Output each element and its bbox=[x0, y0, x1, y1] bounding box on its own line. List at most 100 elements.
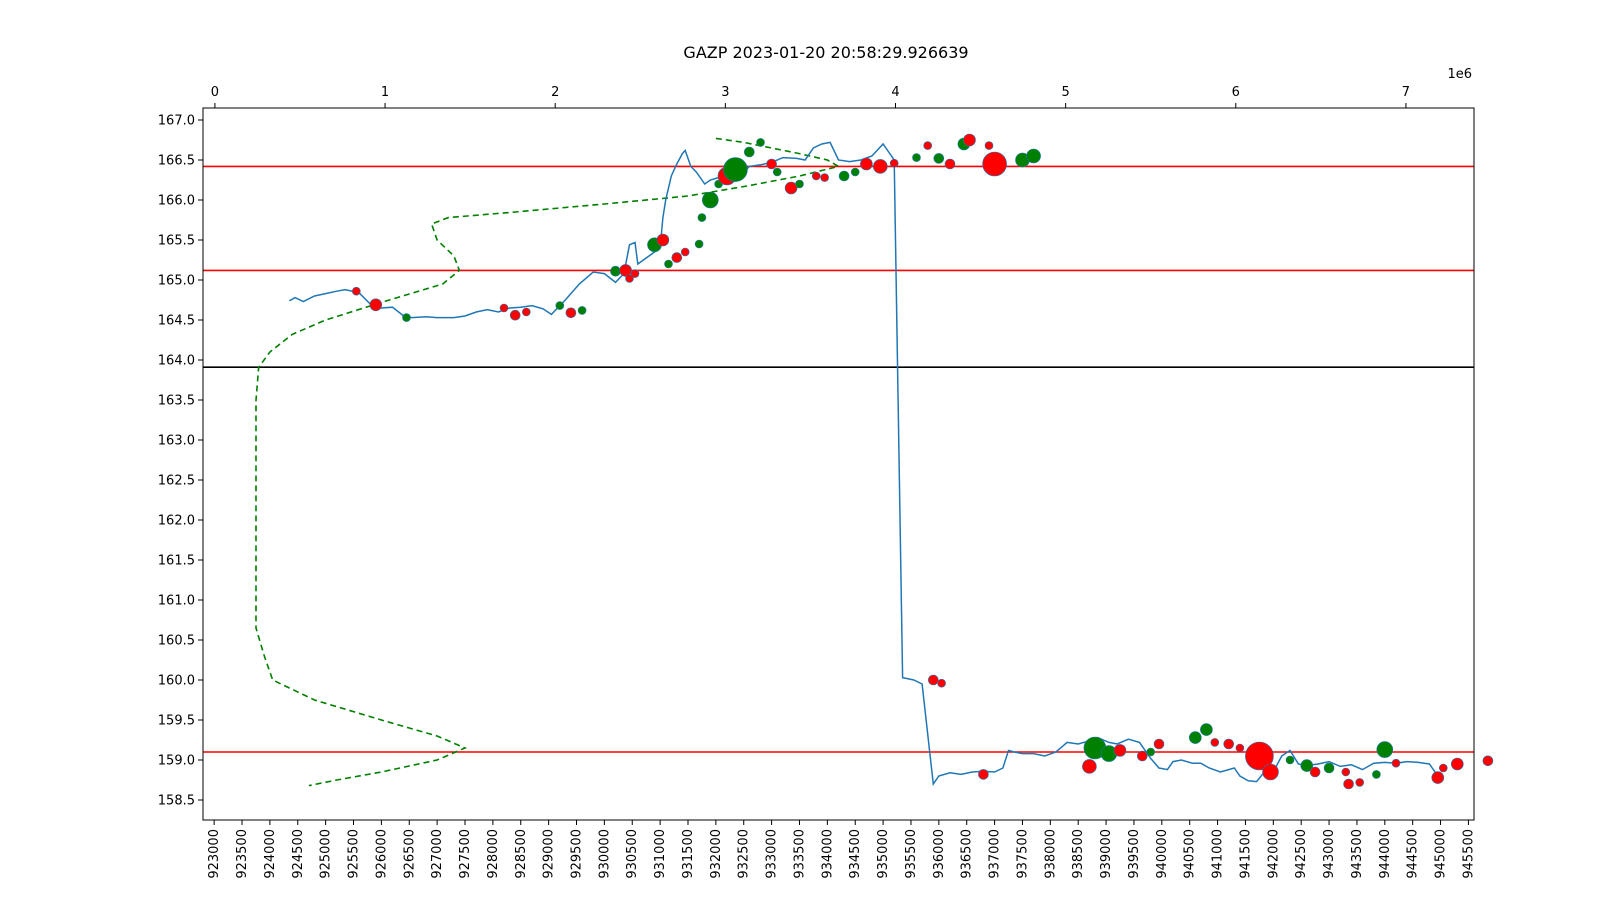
trade-marker-56 bbox=[1153, 738, 1165, 750]
trade-marker-15 bbox=[664, 259, 673, 269]
y-tick-label-15: 166.0 bbox=[158, 194, 195, 209]
x-tick-label-33: 939500 bbox=[1127, 829, 1142, 879]
y-tick-label-6: 161.5 bbox=[158, 554, 195, 569]
y-tick-label-7: 162.0 bbox=[158, 514, 195, 529]
x-tick-label-27: 936500 bbox=[960, 829, 975, 879]
trade-markers bbox=[351, 133, 1494, 790]
x-tick-label-44: 945000 bbox=[1434, 829, 1449, 879]
profile-series bbox=[255, 137, 841, 787]
trade-marker-20 bbox=[701, 191, 719, 209]
y-tick-label-12: 164.5 bbox=[158, 314, 195, 329]
trade-marker-47 bbox=[927, 674, 939, 686]
y-axis-left: 158.5 159.0 159.5 160.0 160.5 161.0 161.5 162.0… bbox=[158, 114, 203, 809]
trade-marker-59 bbox=[1210, 738, 1220, 747]
x-tick-label-31: 938500 bbox=[1071, 829, 1086, 879]
trade-marker-50 bbox=[1082, 759, 1097, 774]
trade-marker-16 bbox=[671, 252, 683, 263]
trade-marker-49 bbox=[978, 769, 989, 780]
x-tick-label-34: 940000 bbox=[1155, 829, 1170, 879]
trade-marker-42 bbox=[963, 133, 976, 147]
x-tick-label-41: 943500 bbox=[1350, 829, 1365, 879]
x-tick-label-25: 935500 bbox=[904, 829, 919, 879]
y-tick-label-17: 167.0 bbox=[158, 114, 195, 129]
x-tick-label-45: 945500 bbox=[1461, 829, 1476, 879]
top-tick-label-1: 1 bbox=[381, 85, 389, 100]
y-tick-label-16: 166.5 bbox=[158, 154, 195, 169]
x-tick-label-26: 936000 bbox=[932, 829, 947, 879]
trade-marker-10 bbox=[619, 264, 632, 277]
top-tick-label-2: 2 bbox=[551, 85, 559, 100]
x-axis-top: 0 1 2 3 4 5 6 7 bbox=[211, 85, 1410, 108]
trade-marker-33 bbox=[850, 167, 860, 177]
x-tick-label-40: 943000 bbox=[1322, 829, 1337, 879]
x-tick-label-28: 937000 bbox=[988, 829, 1003, 879]
x-tick-label-36: 941000 bbox=[1211, 829, 1226, 879]
x-tick-label-3: 924500 bbox=[291, 829, 306, 879]
trade-marker-65 bbox=[1300, 759, 1314, 772]
x-tick-label-0: 923000 bbox=[207, 829, 222, 879]
y-tick-label-2: 159.5 bbox=[158, 714, 195, 729]
x-tick-label-13: 929500 bbox=[569, 829, 584, 879]
trade-marker-4 bbox=[509, 309, 521, 321]
x-tick-label-38: 942000 bbox=[1266, 829, 1281, 879]
trade-marker-3 bbox=[499, 303, 509, 313]
trade-marker-57 bbox=[1189, 731, 1202, 744]
trade-marker-54 bbox=[1137, 750, 1148, 762]
y-tick-label-1: 159.0 bbox=[158, 754, 195, 769]
top-tick-label-6: 6 bbox=[1232, 85, 1240, 100]
top-tick-label-4: 4 bbox=[891, 85, 899, 100]
x-tick-label-16: 931000 bbox=[653, 829, 668, 879]
x-tick-label-42: 944000 bbox=[1378, 829, 1393, 879]
trade-marker-5 bbox=[521, 307, 531, 317]
trade-marker-68 bbox=[1341, 767, 1351, 777]
x-tick-label-14: 930000 bbox=[597, 829, 612, 879]
trade-marker-38 bbox=[923, 141, 933, 150]
x-tick-label-22: 934000 bbox=[820, 829, 835, 879]
trade-marker-18 bbox=[694, 239, 704, 249]
trade-marker-9 bbox=[610, 265, 621, 277]
trade-marker-34 bbox=[860, 157, 873, 171]
trade-marker-8 bbox=[577, 306, 587, 315]
y-tick-label-9: 163.0 bbox=[158, 434, 195, 449]
y-tick-label-3: 160.0 bbox=[158, 674, 195, 689]
top-tick-label-7: 7 bbox=[1402, 85, 1410, 100]
trade-marker-74 bbox=[1439, 763, 1448, 773]
x-tick-label-24: 935000 bbox=[876, 829, 891, 879]
trade-marker-12 bbox=[630, 269, 640, 278]
trade-marker-64 bbox=[1285, 755, 1295, 765]
trade-marker-67 bbox=[1323, 762, 1335, 774]
trade-marker-76 bbox=[1482, 755, 1494, 767]
y-tick-label-14: 165.5 bbox=[158, 234, 195, 249]
y-tick-label-11: 164.0 bbox=[158, 354, 195, 369]
trade-marker-14 bbox=[656, 233, 670, 247]
x-tick-label-18: 932000 bbox=[709, 829, 724, 879]
chart-title: GAZP 2023-01-20 20:58:29.926639 bbox=[683, 43, 968, 62]
trade-marker-1 bbox=[369, 298, 383, 312]
trade-marker-27 bbox=[772, 167, 782, 177]
plot-frame bbox=[202, 107, 1475, 821]
trade-marker-39 bbox=[933, 153, 945, 164]
trade-marker-28 bbox=[784, 181, 798, 195]
trade-marker-69 bbox=[1343, 778, 1354, 790]
top-axis-offset-label: 1e6 bbox=[1447, 67, 1472, 82]
trade-marker-24 bbox=[743, 146, 755, 158]
trade-marker-26 bbox=[766, 158, 777, 170]
trade-marker-43 bbox=[984, 141, 994, 150]
y-tick-label-13: 165.0 bbox=[158, 274, 195, 289]
trade-marker-77 bbox=[1431, 771, 1445, 784]
x-tick-label-43: 944500 bbox=[1406, 829, 1421, 879]
price-series bbox=[289, 141, 1439, 787]
x-tick-label-37: 941500 bbox=[1238, 829, 1253, 879]
top-tick-label-0: 0 bbox=[211, 85, 219, 100]
trade-marker-35 bbox=[872, 159, 888, 174]
y-tick-label-0: 158.5 bbox=[158, 794, 195, 809]
top-tick-label-3: 3 bbox=[721, 85, 729, 100]
trade-marker-25 bbox=[756, 138, 765, 147]
profile-line bbox=[255, 137, 841, 787]
trade-marker-37 bbox=[912, 153, 921, 162]
y-tick-label-4: 160.5 bbox=[158, 634, 195, 649]
trade-marker-36 bbox=[889, 158, 899, 168]
x-tick-label-17: 931500 bbox=[681, 829, 696, 879]
